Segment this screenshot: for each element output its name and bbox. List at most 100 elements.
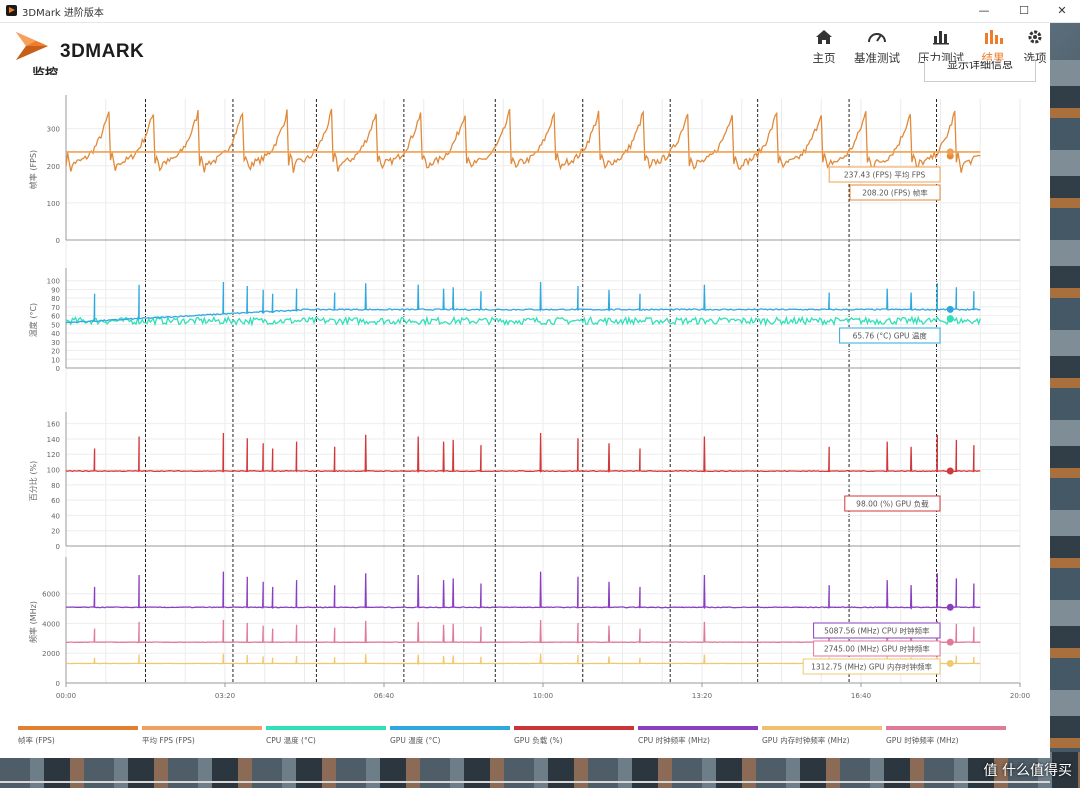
legend-item[interactable]: 帧率 (FPS) — [18, 726, 138, 746]
series-end-point — [946, 659, 954, 667]
y-tick-label: 2000 — [42, 650, 60, 658]
app-window: 3DMARK 主页 基准测试 压力测试 — [0, 23, 1050, 783]
series-end-point — [946, 305, 954, 313]
series-line — [65, 281, 981, 324]
value-callout-box — [813, 640, 941, 657]
legend-label: GPU 温度 (°C) — [390, 736, 441, 745]
y-tick-label: 0 — [56, 365, 60, 373]
nav-home[interactable]: 主页 — [804, 27, 844, 71]
y-tick-label: 6000 — [42, 591, 60, 599]
nav-benchmark[interactable]: 基准测试 — [850, 27, 904, 71]
legend-label: 平均 FPS (FPS) — [142, 736, 195, 745]
logo-mark-icon — [16, 32, 48, 60]
y-tick-label: 60 — [51, 313, 60, 321]
logo-text: 3DMARK — [60, 41, 145, 62]
y-tick-label: 80 — [51, 295, 60, 303]
minimize-button[interactable]: — — [978, 4, 990, 17]
series-end-point — [946, 603, 954, 611]
y-tick-label: 0 — [56, 237, 60, 245]
y-tick-label: 40 — [51, 512, 60, 520]
value-callout-box — [839, 327, 941, 344]
window-titlebar: 3DMark 进阶版本 — ☐ ✕ — [0, 0, 1080, 23]
y-tick-label: 120 — [47, 451, 60, 459]
x-tick-label: 03:20 — [215, 692, 235, 700]
legend-swatch — [18, 726, 138, 730]
legend-swatch — [142, 726, 262, 730]
value-callout-text: 98.00 (%) GPU 负载 — [856, 499, 929, 509]
series-end-point — [946, 638, 954, 646]
legend-label: CPU 时钟频率 (MHz) — [638, 736, 710, 745]
legend-label: GPU 内存时钟频率 (MHz) — [762, 736, 850, 745]
x-tick-label: 16:40 — [851, 692, 871, 700]
nav-home-label: 主页 — [812, 51, 836, 65]
legend-swatch — [266, 726, 386, 730]
value-callout-box — [813, 622, 941, 639]
show-details-button[interactable]: 显示详细信息 — [924, 61, 1036, 82]
gauge-icon — [868, 33, 886, 43]
y-tick-label: 200 — [47, 163, 60, 171]
window-title: 3DMark 进阶版本 — [22, 8, 104, 19]
nav-benchmark-label: 基准测试 — [854, 51, 900, 65]
value-callout-text: 65.76 (°C) GPU 温度 — [853, 331, 928, 341]
y-axis-label: 温度 (°C) — [28, 303, 38, 337]
value-callout-box — [828, 166, 941, 183]
value-callout-text: 1312.75 (MHz) GPU 内存时钟频率 — [811, 662, 932, 672]
value-callout-box — [802, 658, 941, 675]
results-chart-icon — [985, 30, 1003, 44]
series-end-point — [946, 148, 954, 156]
legend-item[interactable]: GPU 负载 (%) — [514, 726, 634, 746]
y-tick-label: 10 — [51, 356, 60, 364]
legend-swatch — [638, 726, 758, 730]
bar-chart-icon — [933, 31, 949, 45]
x-tick-label: 10:00 — [533, 692, 553, 700]
legend-item[interactable]: GPU 内存时钟频率 (MHz) — [762, 726, 882, 746]
series-line — [65, 315, 981, 327]
legend-swatch — [390, 726, 510, 730]
y-tick-label: 100 — [47, 467, 60, 475]
legend-label: CPU 温度 (°C) — [266, 736, 316, 745]
y-tick-label: 100 — [47, 200, 60, 208]
x-tick-label: 20:00 — [1010, 692, 1030, 700]
legend-item[interactable]: GPU 时钟频率 (MHz) — [886, 726, 1006, 746]
legend-swatch — [886, 726, 1006, 730]
close-button[interactable]: ✕ — [1057, 4, 1067, 17]
y-tick-label: 60 — [51, 497, 60, 505]
y-tick-label: 80 — [51, 482, 60, 490]
series-line — [65, 108, 981, 175]
value-callout-box — [849, 184, 941, 201]
x-tick-label: 13:20 — [692, 692, 712, 700]
y-tick-label: 20 — [51, 348, 60, 356]
y-tick-label: 30 — [51, 339, 60, 347]
value-callout-box — [844, 495, 941, 512]
value-callout-text: 237.43 (FPS) 平均 FPS — [844, 170, 926, 180]
y-tick-label: 40 — [51, 330, 60, 338]
3dmark-logo[interactable]: 3DMARK — [14, 29, 184, 65]
watermark: 值 什么值得买 — [983, 763, 1072, 779]
legend-item[interactable]: CPU 时钟频率 (MHz) — [638, 726, 758, 746]
legend-swatch — [514, 726, 634, 730]
window-bottom-edge — [0, 781, 1050, 783]
y-tick-label: 4000 — [42, 620, 60, 628]
legend-item[interactable]: 平均 FPS (FPS) — [142, 726, 262, 746]
series-end-point — [946, 467, 954, 475]
y-axis-label: 百分比 (%) — [28, 461, 38, 501]
legend-item[interactable]: GPU 温度 (°C) — [390, 726, 510, 746]
y-tick-label: 160 — [47, 421, 60, 429]
legend-item[interactable]: CPU 温度 (°C) — [266, 726, 386, 746]
legend-label: GPU 负载 (%) — [514, 736, 563, 745]
y-tick-label: 90 — [51, 286, 60, 294]
series-end-point — [946, 315, 954, 323]
y-tick-label: 20 — [51, 528, 60, 536]
gear-icon — [1028, 30, 1042, 44]
app-header: 3DMARK 主页 基准测试 压力测试 — [0, 23, 1050, 73]
legend-label: GPU 时钟频率 (MHz) — [886, 736, 959, 745]
x-tick-label: 00:00 — [56, 692, 76, 700]
y-axis-label: 频率 (MHz) — [28, 601, 38, 643]
y-tick-label: 140 — [47, 436, 60, 444]
value-callout-text: 208.20 (FPS) 帧率 — [862, 188, 928, 198]
wallpaper-right-strip — [1048, 60, 1080, 788]
legend-label: 帧率 (FPS) — [18, 736, 55, 745]
series-line — [65, 432, 981, 474]
maximize-button[interactable]: ☐ — [1019, 4, 1029, 17]
